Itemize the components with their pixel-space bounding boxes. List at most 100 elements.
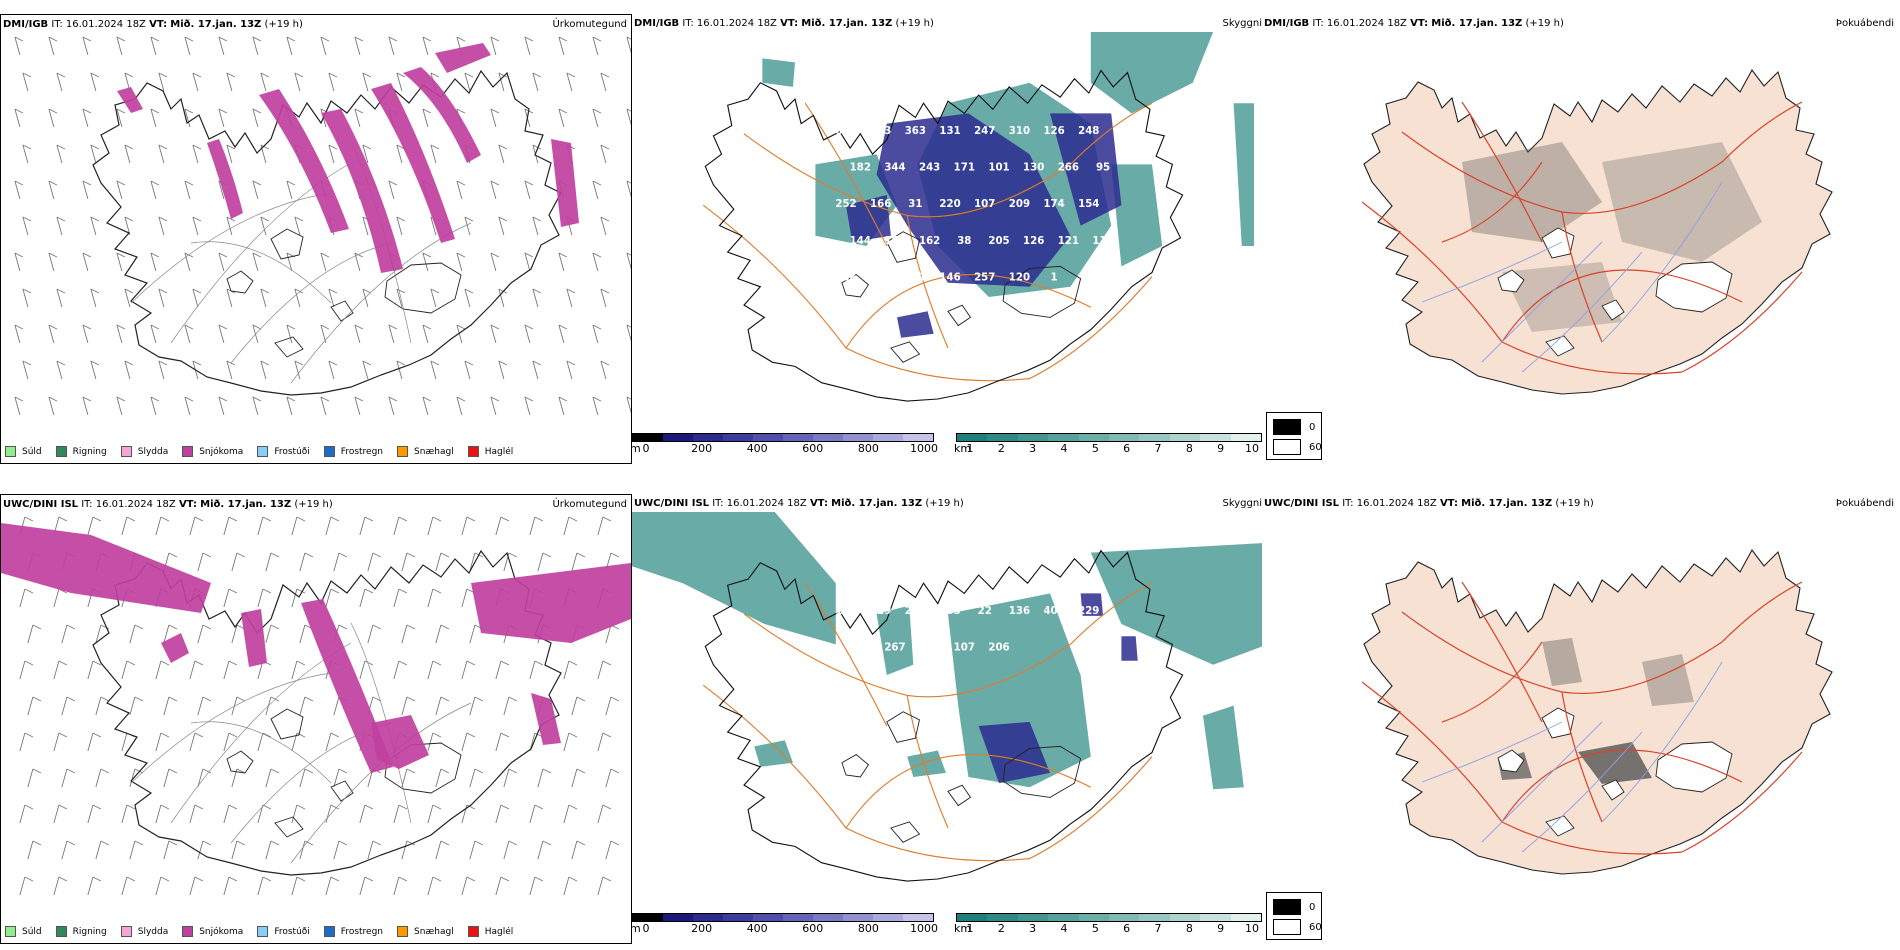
legend-label: Rigning	[72, 926, 107, 937]
cloud-panel-row2: UWC/DINI ISL IT: 16.01.2024 18Z VT: Mið.…	[632, 494, 1262, 944]
colorbar-cell	[693, 434, 723, 441]
cloud-base-label: 101	[988, 163, 1009, 174]
colorbar-cell	[1169, 914, 1201, 921]
cloud-base-label: 248	[1078, 126, 1099, 137]
colorbar-tick: 2	[997, 442, 1005, 455]
colorbar-tick: 4	[1060, 442, 1068, 455]
colorbar-tick: 1	[966, 442, 974, 455]
colorbar-cell	[753, 434, 783, 441]
legend-swatch	[120, 446, 132, 457]
legend-swatch	[55, 446, 67, 457]
colorbar-tick: 7	[1154, 922, 1162, 935]
cloud-base-label: 158	[884, 236, 905, 247]
precip-legend-item: Frostregn	[323, 926, 383, 937]
panel-title: Þokuábendi	[1835, 498, 1894, 509]
colorbar-unit: km	[954, 922, 972, 935]
colorbar-cells	[956, 433, 1262, 442]
colorbar-tick: 7	[1154, 442, 1162, 455]
legend-label: Snjókoma	[199, 926, 244, 937]
cloud-base-label: 207	[905, 606, 926, 617]
precip-legend-item: Snjókoma	[182, 446, 243, 457]
colorbar-tick: 200	[691, 442, 713, 455]
precip-map	[1, 516, 631, 896]
cloud-base-label: 267	[884, 643, 905, 654]
cloud-base-label: 131	[939, 126, 960, 137]
colorbar-tick: 0	[642, 922, 650, 935]
cloud-base-label: 122	[870, 273, 891, 284]
cloud-base-label: 220	[939, 199, 960, 210]
legend-label: Slydda	[137, 926, 169, 937]
precip-legend-item: Frostúði	[257, 446, 310, 457]
cloud-base-label: 882	[835, 126, 856, 137]
colorbar-cell	[1139, 914, 1170, 921]
precip-type-panel-row2: UWC/DINI ISL IT: 16.01.2024 18Z VT: Mið.…	[0, 494, 632, 944]
legend-swatch	[323, 446, 335, 457]
precip-type-panel-row1: DMI/IGB IT: 16.01.2024 18Z VT: Mið. 17.j…	[0, 14, 632, 464]
colorbar-tick: 5	[1091, 442, 1099, 455]
colorbar-tick: 600	[802, 922, 824, 935]
cloud-base-label: 205	[988, 236, 1009, 247]
colorbar-cell	[843, 434, 873, 441]
legend-label: Frostúði	[274, 446, 310, 457]
legend-swatch	[467, 926, 479, 937]
legend-label: Snjókoma	[199, 446, 244, 457]
colorbar-cell	[957, 434, 988, 441]
cloud-base-label: 400	[1043, 606, 1064, 617]
cloud-map: 152 129 207 153 22 136 400 229 207 267 173 107 206	[632, 512, 1262, 882]
cloud-base-label: 171	[954, 163, 975, 174]
fog-legend-row2: 0 60	[1266, 892, 1322, 940]
colorbar-tick: 1000	[910, 922, 938, 935]
colorbar-tick: 6	[1123, 442, 1131, 455]
colorbar-tick: 9	[1217, 922, 1225, 935]
cloud-base-label: 182	[850, 163, 871, 174]
colorbar-cell	[1048, 434, 1079, 441]
colorbar-cells	[632, 913, 934, 922]
colorbar-cell	[693, 914, 723, 921]
colorbar-cell	[723, 914, 753, 921]
colorbar-cell	[987, 434, 1018, 441]
cloud-base-label: 229	[1078, 606, 1099, 617]
precip-legend-item: Rigning	[55, 926, 107, 937]
legend-label: Frostúði	[274, 926, 310, 937]
colorbar-cells	[632, 433, 934, 442]
colorbar-cell	[873, 914, 903, 921]
cloud-base-label: 266	[1058, 163, 1079, 174]
cloud-base-label: 152	[835, 606, 856, 617]
colorbar-cell	[633, 434, 663, 441]
precip-legend-item: Rigning	[55, 446, 107, 457]
panel-title: Úrkomutegund	[552, 19, 627, 30]
colorbar-cell	[1169, 434, 1201, 441]
cloud-base-label: 126	[1043, 126, 1064, 137]
colorbar-cells	[956, 913, 1262, 922]
visibility-colorbar-row1: km 1 2 3 4 5 6 7 8 9 10	[954, 433, 1262, 456]
colorbar-cell	[1200, 914, 1231, 921]
colorbar-cell	[1230, 434, 1262, 441]
legend-swatch	[467, 446, 479, 457]
panel-header: UWC/DINI ISL IT: 16.01.2024 18Z VT: Mið.…	[3, 499, 333, 510]
cloud-base-label: 107	[954, 643, 975, 654]
cloud-base-label: 112	[1092, 236, 1113, 247]
cloud-base-label: 344	[884, 163, 905, 174]
cloud-base-label: 174	[1043, 199, 1064, 210]
colorbar-tick: 800	[857, 922, 879, 935]
precip-legend-item: Frostregn	[323, 446, 383, 457]
precip-map	[14, 36, 631, 416]
colorbar-cell	[663, 914, 693, 921]
legend-swatch	[182, 926, 194, 937]
colorbar-tick: 10	[1245, 922, 1259, 935]
panel-header: UWC/DINI ISL IT: 16.01.2024 18Z VT: Mið.…	[1264, 498, 1594, 509]
colorbar-cell	[1048, 914, 1079, 921]
cloud-base-label: 247	[974, 126, 995, 137]
cloud-base-label: 22	[978, 606, 992, 617]
cloud-base-label: 310	[1009, 126, 1030, 137]
colorbar-tick: 10	[1245, 442, 1259, 455]
colorbar-cell	[1109, 434, 1140, 441]
legend-swatch	[120, 926, 132, 937]
panel-header: UWC/DINI ISL IT: 16.01.2024 18Z VT: Mið.…	[634, 498, 964, 509]
precip-legend-item: Slydda	[120, 926, 169, 937]
legend-label: Rigning	[72, 446, 107, 457]
colorbar-tick: 3	[1029, 922, 1037, 935]
colorbar-tick: 1000	[910, 442, 938, 455]
precip-legend-item: Frostúði	[257, 926, 310, 937]
